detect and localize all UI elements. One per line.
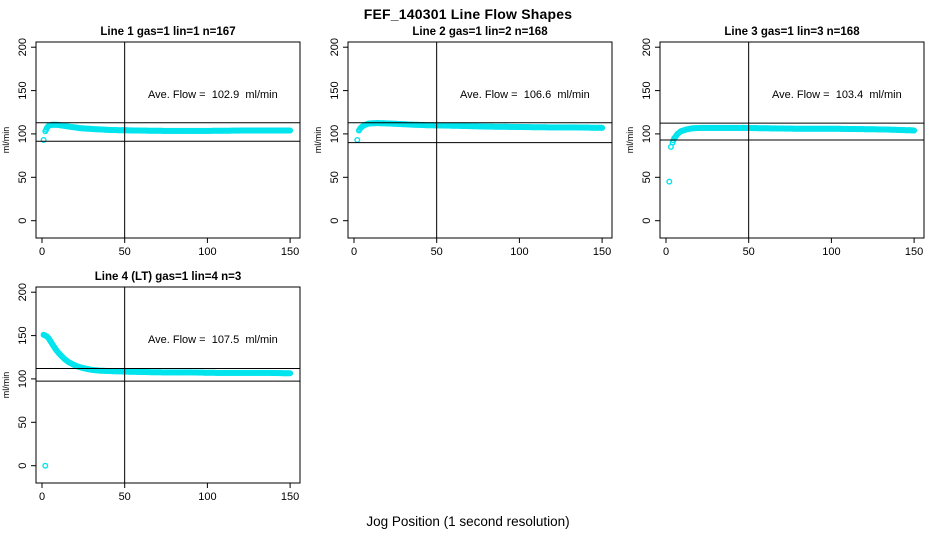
y-tick-label: 100 bbox=[17, 125, 29, 143]
y-tick-label: 50 bbox=[641, 171, 653, 183]
y-tick-label: 50 bbox=[329, 171, 341, 183]
plot-canvas-line-4: Line 4 (LT) gas=1 lin=4 n=3 0 50 100 150 0 50 1… bbox=[1, 271, 301, 503]
x-tick-label: 100 bbox=[510, 246, 528, 258]
data-points-layer bbox=[40, 121, 294, 143]
data-point bbox=[911, 127, 918, 134]
y-tick-label: 200 bbox=[641, 38, 653, 56]
y-axis-title: ml/min bbox=[625, 127, 635, 154]
outlier-point bbox=[666, 178, 673, 185]
y-tick-label: 50 bbox=[17, 416, 29, 428]
y-tick-label: 50 bbox=[17, 171, 29, 183]
x-tick-label: 150 bbox=[281, 491, 299, 503]
x-tick-label: 0 bbox=[663, 246, 669, 258]
plot-canvas-line-3: Line 3 gas=1 lin=3 n=168 0 50 100 150 0 50 100 1… bbox=[625, 26, 925, 258]
subplot-line-3: Line 3 gas=1 lin=3 n=168 0 50 100 150 0 50 100 1… bbox=[624, 22, 936, 267]
plot-box bbox=[35, 286, 301, 484]
outlier-point bbox=[667, 143, 674, 150]
average-flow-annotation: Ave. Flow = 103.4 ml/min bbox=[772, 89, 902, 101]
plot-canvas-line-2: Line 2 gas=1 lin=2 n=168 0 50 100 150 0 50 100 1… bbox=[313, 26, 613, 258]
outlier-point bbox=[40, 136, 47, 143]
x-tick-label: 50 bbox=[119, 246, 131, 258]
data-points-layer bbox=[40, 331, 294, 469]
subplot-line-4: Line 4 (LT) gas=1 lin=4 n=3 0 50 100 150 0 50 1… bbox=[0, 267, 312, 512]
x-tick-label: 50 bbox=[119, 491, 131, 503]
y-tick-label: 200 bbox=[17, 38, 29, 56]
average-flow-annotation: Ave. Flow = 102.9 ml/min bbox=[148, 89, 278, 101]
data-points-layer bbox=[354, 120, 606, 143]
outlier-point bbox=[42, 462, 49, 469]
y-axis-title: ml/min bbox=[1, 127, 11, 154]
x-tick-label: 0 bbox=[39, 246, 45, 258]
y-tick-label: 100 bbox=[17, 370, 29, 388]
y-tick-label: 100 bbox=[329, 125, 341, 143]
y-tick-label: 150 bbox=[329, 81, 341, 99]
data-point bbox=[287, 127, 294, 134]
plot-box bbox=[347, 41, 613, 239]
subplot-line-2: Line 2 gas=1 lin=2 n=168 0 50 100 150 0 50 100 1… bbox=[312, 22, 624, 267]
y-tick-label: 150 bbox=[17, 81, 29, 99]
x-tick-label: 0 bbox=[39, 491, 45, 503]
x-tick-label: 100 bbox=[198, 246, 216, 258]
x-tick-label: 50 bbox=[431, 246, 443, 258]
average-flow-annotation: Ave. Flow = 107.5 ml/min bbox=[148, 334, 278, 346]
y-tick-label: 100 bbox=[641, 125, 653, 143]
outlier-point bbox=[354, 136, 361, 143]
figure-title: FEF_140301 Line Flow Shapes bbox=[363, 6, 573, 22]
plot-canvas-line-1: Line 1 gas=1 lin=1 n=167 0 50 100 150 0 50 100 1… bbox=[1, 26, 301, 258]
data-point bbox=[287, 370, 294, 377]
shared-x-axis-label: Jog Position (1 second resolution) bbox=[366, 514, 570, 529]
subplot-title: Line 1 gas=1 lin=1 n=167 bbox=[100, 26, 235, 38]
x-tick-label: 50 bbox=[743, 246, 755, 258]
x-tick-label: 0 bbox=[351, 246, 357, 258]
y-tick-label: 0 bbox=[17, 218, 29, 224]
y-axis-title: ml/min bbox=[313, 127, 323, 154]
x-tick-label: 100 bbox=[198, 491, 216, 503]
y-tick-label: 150 bbox=[17, 326, 29, 344]
average-flow-annotation: Ave. Flow = 106.6 ml/min bbox=[460, 89, 590, 101]
x-tick-label: 150 bbox=[593, 246, 611, 258]
x-tick-label: 100 bbox=[822, 246, 840, 258]
subplot-line-1: Line 1 gas=1 lin=1 n=167 0 50 100 150 0 50 100 1… bbox=[0, 22, 312, 267]
data-point bbox=[599, 124, 606, 131]
x-tick-label: 150 bbox=[905, 246, 923, 258]
subplot-title: Line 2 gas=1 lin=2 n=168 bbox=[412, 26, 548, 38]
data-points-layer bbox=[666, 124, 918, 185]
plot-box bbox=[659, 41, 925, 239]
subplot-title: Line 3 gas=1 lin=3 n=168 bbox=[724, 26, 860, 38]
y-tick-label: 150 bbox=[641, 81, 653, 99]
y-axis-title: ml/min bbox=[1, 372, 11, 399]
y-tick-label: 200 bbox=[17, 283, 29, 301]
subplot-title: Line 4 (LT) gas=1 lin=4 n=3 bbox=[95, 271, 241, 283]
y-tick-label: 200 bbox=[329, 38, 341, 56]
y-tick-label: 0 bbox=[641, 218, 653, 224]
plot-box bbox=[35, 41, 301, 239]
x-tick-label: 150 bbox=[281, 246, 299, 258]
y-tick-label: 0 bbox=[329, 218, 341, 224]
y-tick-label: 0 bbox=[17, 463, 29, 469]
